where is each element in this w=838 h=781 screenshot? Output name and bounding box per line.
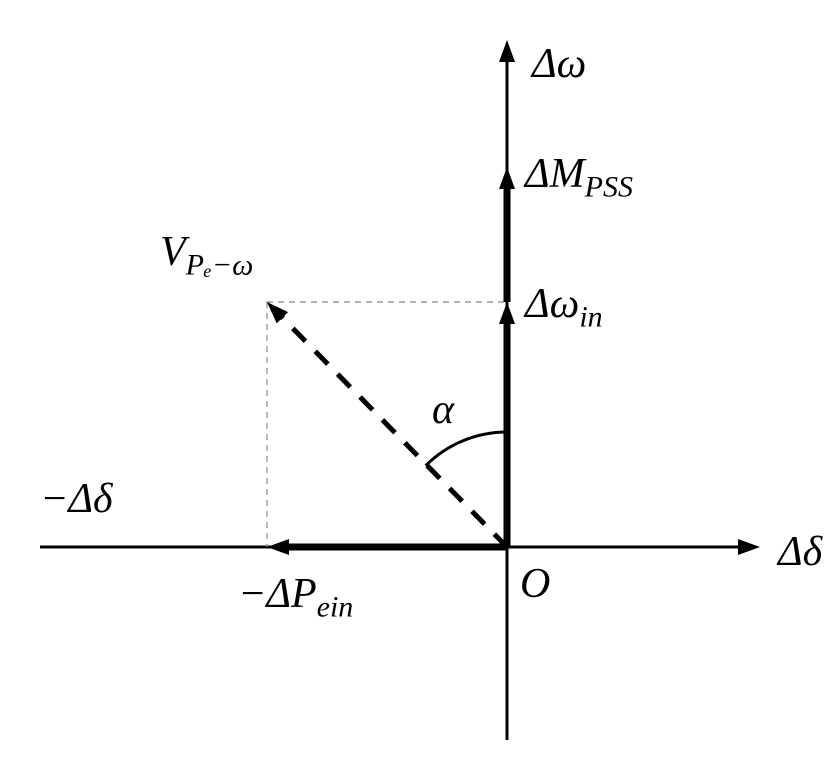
v-pe-omega-sub: Pₑ−ω <box>186 248 254 281</box>
dm-pss-label: ΔMPSS <box>525 150 633 204</box>
delta-delta-text: Δδ <box>778 529 822 575</box>
d-omega-in-prefix: Δ <box>525 281 550 327</box>
neg-dp-ein-label: −ΔPein <box>238 570 353 624</box>
v-pe-omega-main: V <box>160 229 186 275</box>
diagram-svg <box>20 20 838 761</box>
delta-omega-text: Δω <box>532 41 586 87</box>
d-omega-in-label: Δωin <box>525 280 603 334</box>
alpha-text: α <box>432 387 454 433</box>
dm-pss-prefix: Δ <box>525 151 550 197</box>
y-axis-label: Δω <box>532 40 586 88</box>
dm-pss-sub: PSS <box>585 170 633 203</box>
neg-delta-delta-text: −Δδ <box>40 476 113 522</box>
v-pe-omega-label: VPₑ−ω <box>160 228 253 282</box>
alpha-label: α <box>432 386 454 434</box>
x-axis-label: Δδ <box>778 528 822 576</box>
neg-dp-ein-prefix: −Δ <box>238 571 291 617</box>
origin-label: O <box>520 560 550 608</box>
neg-dp-ein-sub: ein <box>317 590 354 623</box>
neg-dp-ein-main: P <box>291 571 317 617</box>
origin-text: O <box>520 561 550 607</box>
dm-pss-main: M <box>550 151 585 197</box>
d-omega-in-main: ω <box>550 281 580 327</box>
neg-x-axis-label: −Δδ <box>40 475 113 523</box>
vector-diagram: Δω Δδ −Δδ O α ΔMPSS Δωin VPₑ−ω −ΔPein <box>20 20 838 761</box>
d-omega-in-sub: in <box>579 300 602 333</box>
